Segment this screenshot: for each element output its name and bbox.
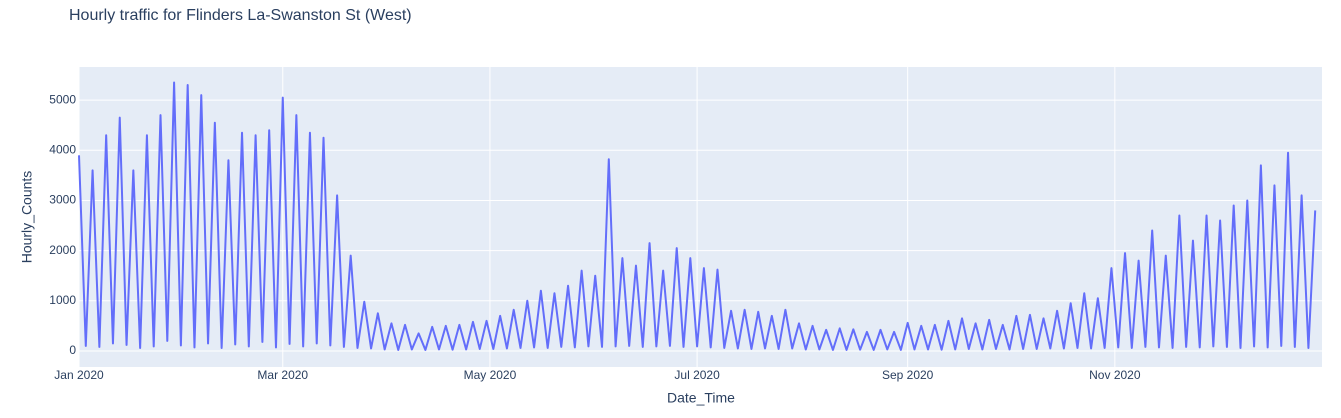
chart-title: Hourly traffic for Flinders La-Swanston … bbox=[69, 7, 412, 24]
x-tick-label: May 2020 bbox=[464, 368, 517, 382]
x-axis-title: Date_Time bbox=[667, 390, 735, 406]
x-tick-label: Jan 2020 bbox=[54, 368, 104, 382]
y-tick-label: 2000 bbox=[49, 243, 76, 257]
y-tick-label: 4000 bbox=[49, 142, 76, 156]
x-tick-label: Mar 2020 bbox=[257, 368, 308, 382]
x-tick-label: Jul 2020 bbox=[674, 368, 720, 382]
line-series bbox=[78, 81, 1317, 351]
x-tick-label: Nov 2020 bbox=[1089, 368, 1141, 382]
y-tick-label: 1000 bbox=[49, 293, 76, 307]
x-tick-label: Sep 2020 bbox=[882, 368, 934, 382]
y-axis-title: Hourly_Counts bbox=[19, 171, 35, 264]
y-tick-label: 3000 bbox=[49, 193, 76, 207]
y-tick-label: 0 bbox=[69, 343, 76, 357]
y-tick-label: 5000 bbox=[49, 92, 76, 106]
